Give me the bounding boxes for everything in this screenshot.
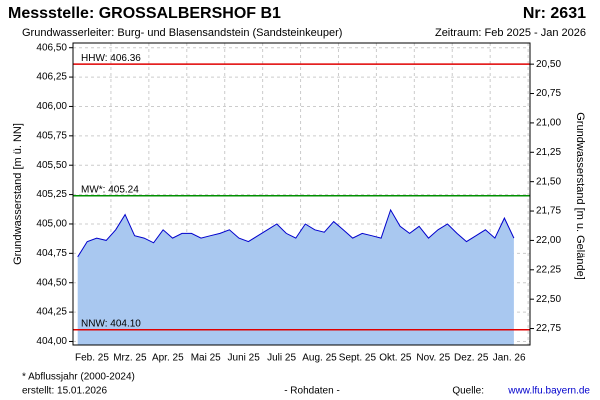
y2-tick-label: 22,50 [536,294,561,305]
y-tick-label: 405,25 [36,189,67,200]
y-axis-label: Grundwasserstand [m ü. NN] [12,123,24,265]
x-tick-label: Mai 25 [191,353,221,364]
y2-tick-label: 22,75 [536,323,561,334]
x-tick-label: Juli 25 [267,353,296,364]
y-tick-label: 404,00 [36,336,67,347]
y-tick-label: 406,00 [36,101,67,112]
footer-source-label: Quelle: [452,386,484,397]
x-tick-label: Sept. 25 [339,353,377,364]
y-tick-label: 404,75 [36,248,67,259]
y-tick-label: 405,50 [36,160,67,171]
period: Zeitraum: Feb 2025 - Jan 2026 [435,27,586,39]
chart-title: Messstelle: GROSSALBERSHOF B1 [8,5,281,22]
x-tick-label: Mrz. 25 [113,353,147,364]
y2-tick-label: 20,75 [536,88,561,99]
footer-status: - Rohdaten - [284,386,340,397]
x-tick-label: Feb. 25 [75,353,109,364]
y2-tick-label: 21,50 [536,176,561,187]
reference-label: MW*: 405.24 [81,184,139,195]
reference-label: NNW: 404.10 [81,318,141,329]
y2-tick-label: 22,25 [536,264,561,275]
x-tick-label: Jan. 26 [493,353,526,364]
y-tick-label: 404,50 [36,277,67,288]
x-tick-label: Dez. 25 [454,353,489,364]
y2-tick-label: 21,00 [536,118,561,129]
footer-note: * Abflussjahr (2000-2024) [22,372,135,383]
x-tick-label: Aug. 25 [302,353,337,364]
y2-tick-label: 22,00 [536,235,561,246]
y2-axis-label: Grundwasserstand [m u. Gelände] [574,112,586,280]
x-tick-label: Nov. 25 [416,353,450,364]
station-number: Nr: 2631 [523,5,586,22]
y-tick-label: 405,75 [36,130,67,141]
y-tick-label: 406,50 [36,42,67,53]
area-fill [77,209,514,345]
x-tick-label: Okt. 25 [379,353,412,364]
y-tick-label: 406,25 [36,72,67,83]
y2-tick-label: 21,75 [536,206,561,217]
footer-created: erstellt: 15.01.2026 [22,386,107,397]
y2-tick-label: 21,25 [536,147,561,158]
footer-source-link[interactable]: www.lfu.bayern.de [507,386,590,397]
plot-frame [72,42,531,346]
data-line [77,208,515,258]
x-tick-label: Apr. 25 [152,353,184,364]
y2-tick-label: 20,50 [536,59,561,70]
reference-label: HHW: 406.36 [81,53,141,64]
x-tick-label: Juni 25 [228,353,261,364]
subtitle: Grundwasserleiter: Burg- und Blasensands… [22,27,342,39]
y-tick-label: 405,00 [36,219,67,230]
y-tick-label: 404,25 [36,307,67,318]
